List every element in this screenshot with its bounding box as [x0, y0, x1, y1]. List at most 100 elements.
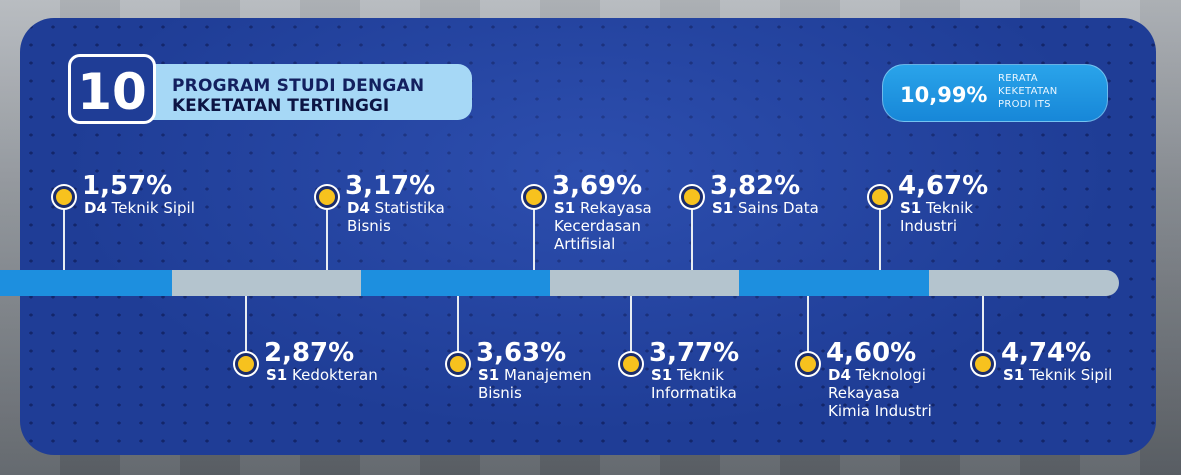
degree-label: S1 [1003, 366, 1025, 384]
milestone-percent-4: 3,63% [476, 338, 567, 368]
program-name-line: S1 Rekayasa [554, 199, 652, 217]
title-line-1: PROGRAM STUDI DENGAN [172, 76, 425, 96]
milestone-stem-3 [326, 197, 328, 270]
program-name-line: Bisnis [478, 384, 592, 402]
program-name-line: S1 Kedokteran [266, 366, 378, 384]
milestone-dot-5 [523, 186, 545, 208]
degree-label: S1 [712, 199, 734, 217]
milestone-program-2: S1 Kedokteran [266, 366, 378, 384]
program-name-text: Kimia Industri [828, 402, 932, 420]
program-name-line: S1 Teknik [900, 199, 973, 217]
milestone-dot-10 [972, 353, 994, 375]
milestone-program-4: S1 Manajemen Bisnis [478, 366, 592, 402]
program-name-line: Rekayasa [828, 384, 932, 402]
milestone-stem-6 [630, 296, 632, 364]
program-name-line: D4 Statistika [347, 199, 445, 217]
average-label: RERATA KEKETATAN PRODI ITS [998, 72, 1098, 111]
milestone-percent-9: 4,67% [898, 171, 989, 201]
program-name-line: Informatika [651, 384, 737, 402]
milestone-percent-2: 2,87% [264, 338, 355, 368]
program-name-text: Bisnis [347, 217, 391, 235]
title-pill [140, 64, 472, 120]
milestone-dot-2 [235, 353, 257, 375]
program-name-text: Teknologi [855, 366, 926, 384]
program-name-text: Teknik Sipil [111, 199, 195, 217]
milestone-stem-1 [63, 197, 65, 270]
timeline-segment-6 [929, 270, 1119, 296]
program-name-text: Manajemen [504, 366, 592, 384]
program-name-line: Bisnis [347, 217, 445, 235]
program-name-line: S1 Teknik Sipil [1003, 366, 1112, 384]
average-pill [882, 64, 1108, 122]
average-value: 10,99% [900, 83, 988, 107]
milestone-program-3: D4 Statistika Bisnis [347, 199, 445, 235]
milestone-dot-6 [620, 353, 642, 375]
milestone-program-8: D4 Teknologi Rekayasa Kimia Industri [828, 366, 932, 420]
average-label-line-3: PRODI ITS [998, 99, 1051, 110]
degree-label: S1 [554, 199, 576, 217]
milestone-program-7: S1 Sains Data [712, 199, 819, 217]
program-name-text: Teknik [677, 366, 724, 384]
program-name-line: S1 Sains Data [712, 199, 819, 217]
milestone-dot-9 [869, 186, 891, 208]
program-name-text: Kecerdasan [554, 217, 641, 235]
degree-label: S1 [651, 366, 673, 384]
milestone-stem-8 [807, 296, 809, 364]
timeline-segment-3 [361, 270, 550, 296]
program-name-line: S1 Teknik [651, 366, 737, 384]
timeline-segment-5 [739, 270, 929, 296]
program-name-text: Teknik Sipil [1029, 366, 1113, 384]
degree-label: D4 [347, 199, 370, 217]
milestone-percent-7: 3,82% [710, 171, 801, 201]
count-badge: 10 [68, 54, 156, 124]
degree-label: D4 [84, 199, 107, 217]
milestone-percent-6: 3,77% [649, 338, 740, 368]
milestone-program-10: S1 Teknik Sipil [1003, 366, 1112, 384]
milestone-stem-7 [691, 197, 693, 270]
degree-label: S1 [266, 366, 288, 384]
degree-label: S1 [900, 199, 922, 217]
program-name-text: Statistika [374, 199, 445, 217]
milestone-percent-8: 4,60% [826, 338, 917, 368]
milestone-percent-10: 4,74% [1001, 338, 1092, 368]
milestone-dot-4 [447, 353, 469, 375]
program-name-line: D4 Teknologi [828, 366, 932, 384]
program-name-text: Kedokteran [292, 366, 378, 384]
program-name-text: Bisnis [478, 384, 522, 402]
milestone-program-5: S1 Rekayasa Kecerdasan Artifisial [554, 199, 652, 253]
timeline-segment-4 [550, 270, 739, 296]
milestone-stem-5 [533, 197, 535, 270]
degree-label: D4 [828, 366, 851, 384]
milestone-percent-5: 3,69% [552, 171, 643, 201]
program-name-text: Informatika [651, 384, 737, 402]
milestone-dot-8 [797, 353, 819, 375]
milestone-dot-1 [53, 186, 75, 208]
milestone-stem-4 [457, 296, 459, 364]
program-name-text: Artifisial [554, 235, 616, 253]
program-name-text: Rekayasa [580, 199, 652, 217]
program-name-line: Kimia Industri [828, 402, 932, 420]
average-label-line-2: KEKETATAN [998, 86, 1058, 97]
program-name-line: D4 Teknik Sipil [84, 199, 195, 217]
milestone-dot-7 [681, 186, 703, 208]
timeline-segment-1 [0, 270, 172, 296]
average-label-line-1: RERATA [998, 73, 1038, 84]
program-name-line: S1 Manajemen [478, 366, 592, 384]
milestone-program-9: S1 Teknik Industri [900, 199, 973, 235]
program-name-text: Sains Data [738, 199, 819, 217]
milestone-dot-3 [316, 186, 338, 208]
program-name-line: Industri [900, 217, 973, 235]
program-name-text: Teknik [926, 199, 973, 217]
milestone-stem-9 [879, 197, 881, 270]
milestone-program-6: S1 Teknik Informatika [651, 366, 737, 402]
title-line-2: KEKETATAN TERTINGGI [172, 96, 390, 116]
degree-label: S1 [478, 366, 500, 384]
program-name-text: Industri [900, 217, 957, 235]
milestone-percent-1: 1,57% [82, 171, 173, 201]
milestone-program-1: D4 Teknik Sipil [84, 199, 195, 217]
milestone-stem-10 [982, 296, 984, 364]
timeline-segment-2 [172, 270, 361, 296]
program-name-line: Kecerdasan [554, 217, 652, 235]
program-name-line: Artifisial [554, 235, 652, 253]
milestone-stem-2 [245, 296, 247, 364]
